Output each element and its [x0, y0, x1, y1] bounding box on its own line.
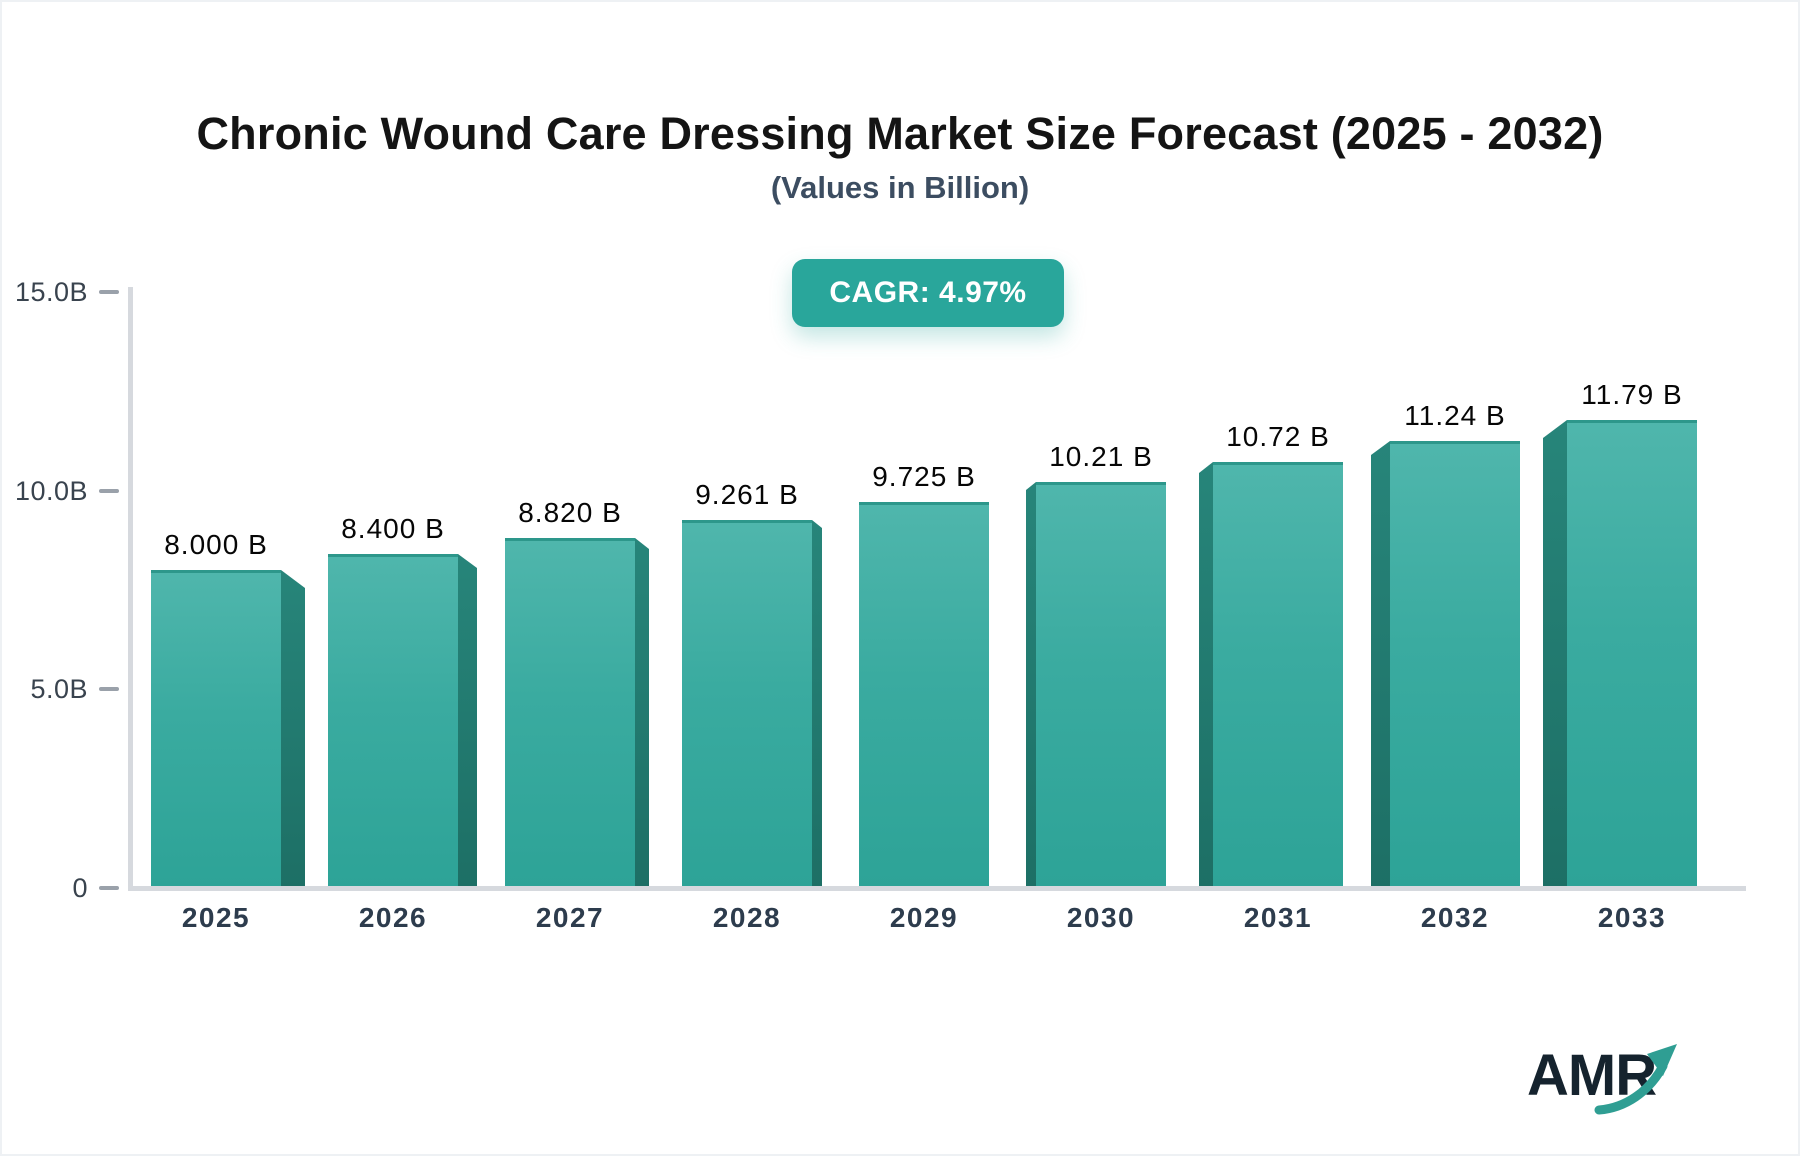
x-axis-label: 2032: [1420, 902, 1490, 933]
bar-value-label: 8.820 B: [518, 497, 622, 528]
y-axis-tick-mark: [99, 886, 119, 890]
x-axis-label: 2026: [358, 902, 428, 933]
y-axis-tick-label: 0: [72, 873, 88, 903]
bar-side-face: [281, 570, 305, 888]
bar-face: [505, 538, 635, 888]
chart-title: Chronic Wound Care Dressing Market Size …: [196, 108, 1604, 159]
y-axis-tick-label: 5.0B: [30, 674, 88, 705]
amr-logo: AMR: [1527, 1032, 1717, 1127]
bar-side-face: [812, 520, 822, 888]
bar-side-face: [1371, 441, 1390, 888]
bar-value-label: 11.79 B: [1581, 379, 1683, 410]
x-axis-label: 2028: [712, 902, 782, 933]
bar-value-label: 9.725 B: [872, 461, 976, 492]
bar-value-label: 10.21 B: [1049, 441, 1153, 472]
y-axis-tick-label: 10.0B: [14, 475, 88, 506]
bar-value-label: 10.72 B: [1226, 421, 1330, 452]
growth-arrow-icon: [1594, 1044, 1677, 1115]
bar-value-label: 9.261 B: [695, 479, 799, 510]
bar-face: [328, 554, 458, 888]
x-axis-label: 2031: [1243, 902, 1313, 933]
x-axis-label: 2030: [1066, 902, 1136, 933]
x-axis-baseline: [128, 886, 1746, 891]
bar-side-face: [1543, 420, 1567, 888]
bar-face: [1390, 441, 1520, 888]
bar-side-face: [458, 554, 477, 888]
x-axis-label: 2025: [181, 902, 251, 933]
cagr-badge: CAGR: 4.97%: [792, 259, 1064, 327]
bar-face: [682, 520, 812, 888]
x-axis-label: 2027: [535, 902, 605, 933]
bar-value-label: 8.400 B: [341, 513, 445, 544]
x-axis-label: 2033: [1597, 902, 1667, 933]
y-axis-line: [128, 287, 133, 891]
chart-subtitle: (Values in Billion): [770, 170, 1030, 205]
x-axis-label: 2029: [889, 902, 959, 933]
bar-value-label: 11.24 B: [1404, 400, 1506, 431]
cagr-badge-label: CAGR: 4.97%: [829, 276, 1027, 309]
y-axis-tick-mark: [99, 488, 119, 493]
y-axis-tick-mark: [99, 687, 119, 692]
bar-face: [151, 570, 281, 888]
y-axis-tick-mark: [99, 290, 119, 294]
bar-face: [859, 502, 989, 888]
y-axis-tick-label: 15.0B: [14, 277, 88, 307]
bar-side-face: [635, 538, 649, 888]
bar-side-face: [1026, 482, 1036, 888]
bar-face: [1036, 482, 1166, 888]
bar-face: [1213, 462, 1343, 888]
bar-face: [1567, 420, 1697, 888]
bar-side-face: [1199, 462, 1213, 888]
bar-value-label: 8.000 B: [164, 529, 268, 560]
